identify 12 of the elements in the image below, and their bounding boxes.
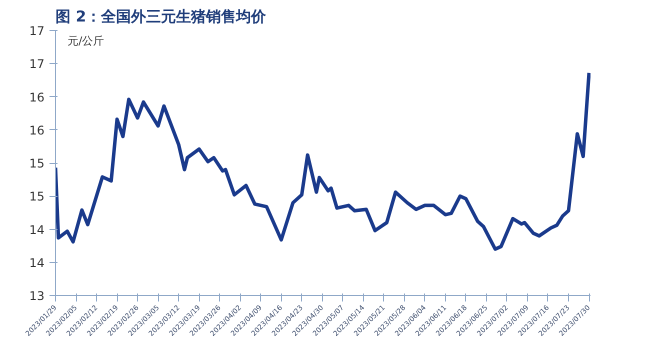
y-tick-label: 14 [29,222,45,237]
y-tick-label: 17 [29,57,45,72]
line-series [56,71,590,251]
chart-title: 图 2：全国外三元生猪销售均价 [56,8,268,26]
y-tick-label: 16 [29,90,45,104]
y-tick-label: 15 [29,190,45,204]
y-tick-label: 15 [29,156,45,170]
y-axis-title: 元/公斤 [68,34,104,48]
y-tick-label: 17 [29,24,45,38]
y-tick-label: 16 [29,123,45,138]
y-tick-label: 13 [29,289,45,303]
y-tick-label: 14 [29,256,45,270]
